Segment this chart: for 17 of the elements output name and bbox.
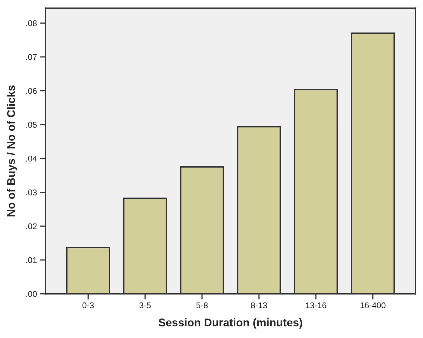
x-axis-title: Session Duration (minutes) <box>158 318 302 329</box>
y-tick-label: .02 <box>26 224 37 230</box>
x-tick-label: 0-3 <box>82 302 94 309</box>
x-tick-label: 13-16 <box>306 302 326 309</box>
y-tick-label: .08 <box>26 20 37 26</box>
x-tick-label: 16-400 <box>360 302 386 309</box>
y-tick-label: .07 <box>26 54 37 60</box>
x-tick-label: 5-8 <box>196 302 208 309</box>
x-tick-label: 8-13 <box>251 302 268 309</box>
y-tick-label: .01 <box>26 257 37 264</box>
y-tick-label: .04 <box>26 156 38 162</box>
y-tick-label: .00 <box>26 291 38 298</box>
y-tick-label: .06 <box>26 88 37 94</box>
y-tick-label: .05 <box>26 122 37 128</box>
y-tick-label: .03 <box>26 190 37 196</box>
y-axis-title: No of Buys / No of Clicks <box>7 86 18 217</box>
x-tick-label: 3-5 <box>140 302 152 309</box>
